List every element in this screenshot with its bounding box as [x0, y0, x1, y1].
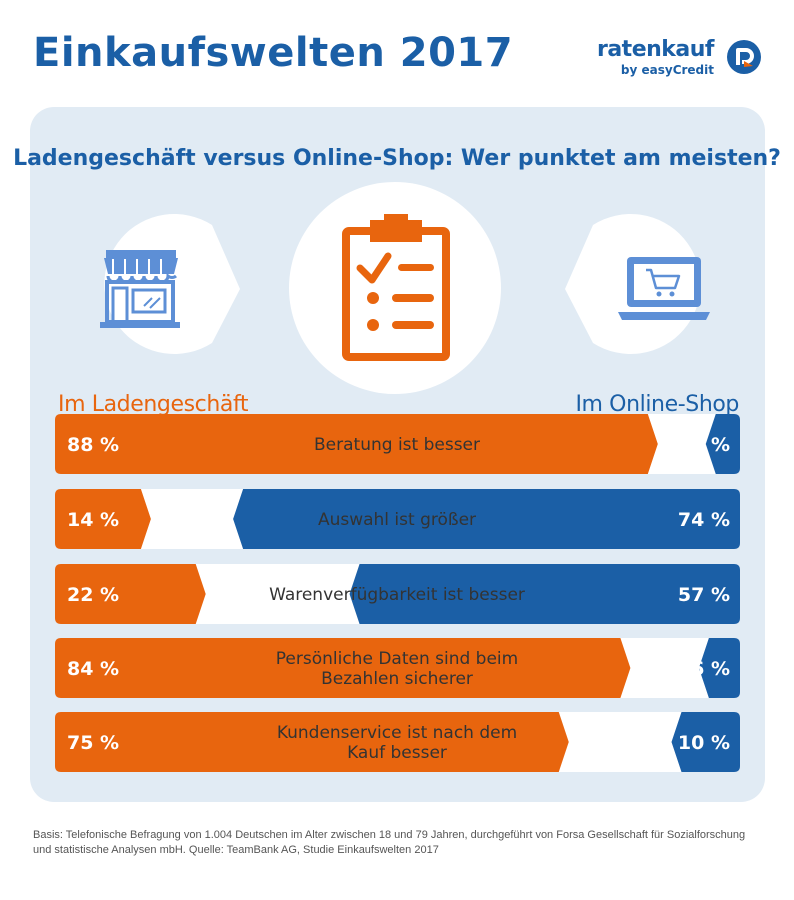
store-value-label: 22 % [67, 584, 119, 606]
online-value-label: 10 % [678, 732, 730, 754]
store-value-label: 75 % [67, 732, 119, 754]
store-bar [55, 489, 151, 549]
online-bar [705, 414, 740, 474]
category-label: Kundenservice ist nach dem [277, 723, 517, 743]
store-value-label: 84 % [67, 658, 119, 680]
category-label: Kauf besser [347, 743, 447, 763]
bar-row: 88 % 5 % Beratung ist besser [55, 414, 740, 474]
online-value-label: 74 % [678, 509, 730, 531]
store-bar [55, 414, 658, 474]
storefront-icon [100, 214, 240, 354]
laptop-cart-icon [565, 214, 710, 354]
bar-row: 22 % 57 % Warenverfügbarkeit ist besser [55, 564, 740, 624]
brand-logo: ratenkauf by easyCredit [582, 37, 762, 87]
online-value-label: 6 % [691, 658, 730, 680]
online-bar [349, 564, 740, 624]
category-label: Persönliche Daten sind beim [276, 649, 518, 669]
store-bar [55, 712, 569, 772]
category-label: Bezahlen sicherer [321, 669, 473, 689]
brand-emblem-icon [727, 40, 761, 74]
legend-store: Im Ladengeschäft [58, 392, 249, 417]
online-bar [698, 638, 740, 698]
bar-row: 14 % 74 % Auswahl ist größer [55, 489, 740, 549]
legend-online: Im Online-Shop [575, 392, 739, 417]
category-label: Warenverfügbarkeit ist besser [269, 585, 525, 605]
clipboard-checklist-icon [289, 182, 501, 394]
page-title: Einkaufswelten 2017 [33, 30, 514, 76]
source-footnote: Basis: Telefonische Befragung von 1.004 … [33, 829, 746, 856]
online-bar [671, 712, 740, 772]
store-value-label: 14 % [67, 509, 119, 531]
category-label: Beratung ist besser [314, 435, 480, 455]
bar-row: 84 % 6 % Persönliche Daten sind beimBezahl… [55, 638, 740, 698]
online-bar [233, 489, 740, 549]
brand-subtitle: by easyCredit [620, 63, 714, 77]
category-label: Auswahl ist größer [318, 510, 476, 530]
question-heading: Ladengeschäft versus Online-Shop: Wer pu… [13, 146, 781, 171]
online-value-label: 57 % [678, 584, 730, 606]
store-bar [55, 564, 206, 624]
store-bar [55, 638, 631, 698]
online-value-label: 5 % [691, 434, 730, 456]
brand-name: ratenkauf [596, 37, 715, 62]
store-value-label: 88 % [67, 434, 119, 456]
